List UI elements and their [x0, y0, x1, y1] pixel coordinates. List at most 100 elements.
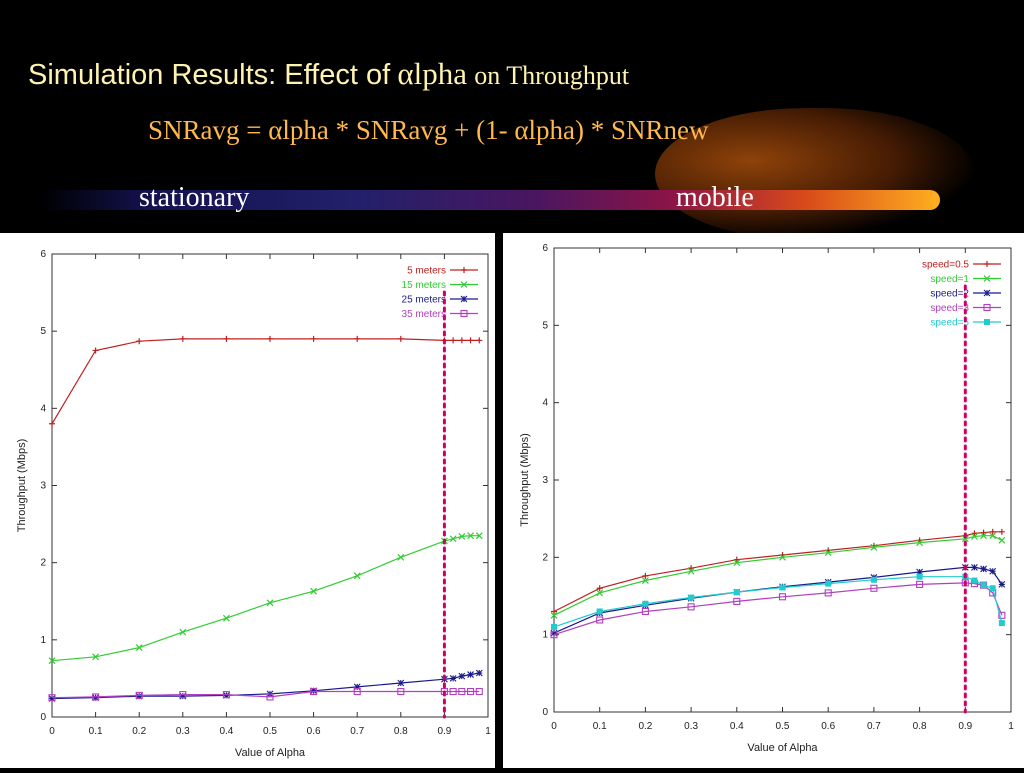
x-tick-label: 1	[1008, 721, 1014, 732]
x-tick-label: 0.6	[821, 721, 835, 732]
legend-label: speed=1	[930, 274, 969, 285]
data-point	[687, 603, 695, 611]
data-point	[449, 535, 457, 543]
data-point	[135, 692, 143, 700]
legend-label: speed=5	[930, 318, 969, 329]
data-point	[870, 584, 878, 592]
data-point	[266, 599, 274, 607]
series-line	[51, 690, 480, 699]
legend-label: 25 meters	[402, 295, 446, 306]
data-point	[222, 691, 230, 699]
data-point	[397, 335, 404, 342]
data-point	[916, 568, 923, 576]
data-point	[596, 589, 604, 597]
x-tick-label: 0.3	[176, 726, 190, 737]
data-point	[458, 687, 466, 696]
data-point	[223, 335, 230, 342]
data-point	[179, 628, 187, 636]
data-point	[551, 608, 557, 615]
x-tick-label: 0.4	[219, 726, 233, 737]
data-point	[266, 693, 274, 701]
data-point	[961, 535, 969, 543]
decorative-glow	[655, 108, 975, 240]
y-tick-label: 5	[40, 326, 46, 337]
data-point	[779, 584, 786, 591]
x-tick-label: 0.2	[132, 726, 146, 737]
data-point	[458, 337, 465, 344]
data-point	[267, 335, 273, 342]
slide-title-prefix: Simulation Results: Effect of	[28, 59, 391, 91]
data-point	[733, 597, 741, 605]
data-point	[92, 653, 100, 661]
y-tick-label: 3	[40, 481, 46, 492]
data-point	[475, 532, 483, 540]
y-tick-label: 1	[40, 635, 46, 646]
x-tick-label: 0.2	[638, 721, 652, 732]
data-point	[353, 572, 361, 580]
data-point	[971, 530, 978, 537]
legend-marker	[460, 309, 468, 318]
x-tick-label: 0.9	[437, 726, 451, 737]
data-point	[550, 631, 558, 639]
legend-label: speed=0.5	[922, 260, 969, 271]
legend-marker	[984, 261, 990, 267]
y-tick-label: 6	[40, 249, 46, 260]
y-axis-label: Throughput (Mbps)	[16, 439, 28, 533]
data-point	[475, 687, 483, 696]
data-point	[688, 565, 695, 572]
data-point	[475, 669, 483, 677]
data-point	[641, 607, 649, 616]
y-tick-label: 4	[542, 398, 548, 409]
slide-title: Simulation Results: Effect of αlpha on T…	[28, 54, 629, 96]
data-point	[642, 572, 649, 579]
data-point	[733, 556, 740, 563]
data-point	[641, 577, 649, 584]
data-point	[135, 691, 143, 699]
data-point	[989, 528, 996, 535]
x-tick-label: 0.7	[350, 726, 364, 737]
data-point	[550, 629, 558, 637]
data-point	[48, 695, 56, 702]
data-point	[310, 687, 318, 696]
data-point	[870, 543, 878, 551]
data-point	[476, 337, 483, 344]
y-tick-label: 3	[542, 475, 548, 486]
series-line	[51, 535, 480, 662]
data-point	[48, 694, 56, 702]
data-point	[48, 657, 56, 665]
data-point	[980, 565, 987, 573]
data-point	[92, 693, 100, 701]
slide-title-alpha: αlpha	[397, 56, 468, 91]
y-axis-label: Throughput (Mbps)	[519, 433, 531, 527]
data-point	[596, 608, 603, 615]
data-point	[596, 616, 604, 624]
data-point	[92, 694, 99, 702]
data-point	[310, 687, 317, 695]
data-point	[550, 611, 558, 619]
data-point	[310, 335, 317, 342]
data-point	[458, 672, 466, 680]
formula: SNRavg = αlpha * SNRavg + (1- αlpha) * S…	[148, 115, 709, 145]
x-tick-label: 0	[551, 721, 557, 732]
data-point	[354, 335, 361, 342]
data-point	[687, 567, 695, 575]
x-tick-label: 0.5	[776, 721, 790, 732]
data-point	[135, 644, 143, 651]
data-point	[467, 671, 474, 678]
y-tick-label: 2	[542, 552, 548, 563]
data-point	[998, 536, 1006, 544]
data-point	[688, 594, 695, 601]
data-point	[353, 683, 361, 691]
x-tick-label: 0	[49, 726, 55, 737]
slide-title-suffix: on Throughput	[474, 61, 630, 90]
data-point	[998, 611, 1006, 619]
y-tick-label: 4	[40, 403, 46, 414]
legend-label: speed=3	[930, 303, 969, 314]
series-line	[553, 535, 1003, 616]
data-point	[916, 580, 924, 588]
data-point	[824, 549, 832, 557]
data-point	[980, 582, 987, 589]
data-point	[179, 692, 187, 700]
chart-stationary: 0 1 2 3 4 5 6 0 0.1 0.2 0.3 0.4 0.5 0.6 0.7 0.8 0.9 1 Valu…	[16, 249, 491, 759]
data-point	[458, 533, 466, 540]
